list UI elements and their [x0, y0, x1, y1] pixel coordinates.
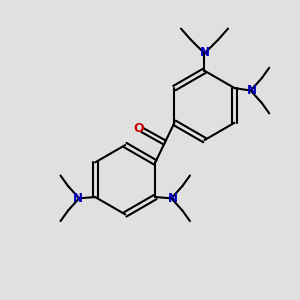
Text: N: N	[73, 192, 83, 205]
Text: N: N	[247, 84, 257, 97]
Text: N: N	[200, 46, 209, 59]
Text: O: O	[134, 122, 144, 135]
Text: N: N	[168, 192, 178, 205]
